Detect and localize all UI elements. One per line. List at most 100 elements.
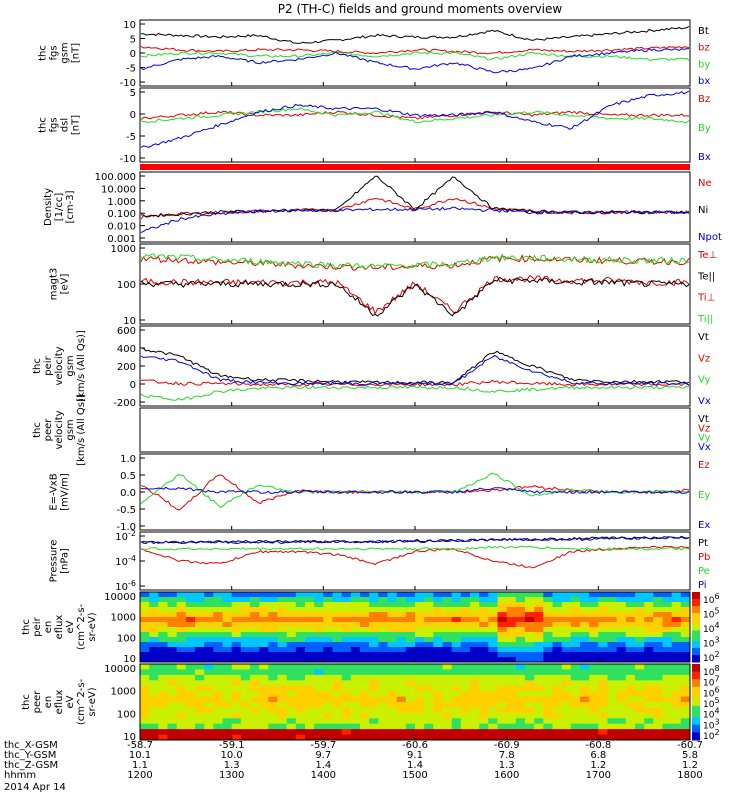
heatmap-cell	[543, 597, 553, 603]
heatmap-cell	[369, 674, 379, 681]
heatmap-cell	[506, 691, 517, 697]
heatmap-cell	[607, 723, 618, 730]
colorbar-cell	[692, 637, 700, 642]
heatmap-cell	[607, 702, 618, 708]
heatmap-cell	[653, 669, 663, 676]
heatmap-cell	[176, 680, 187, 687]
heatmap-cell	[341, 691, 352, 697]
heatmap-cell	[167, 612, 178, 618]
series-line-Ez	[140, 474, 690, 511]
heatmap-cell	[167, 707, 178, 714]
heatmap-cell	[350, 632, 361, 638]
heatmap-cell	[662, 707, 673, 714]
heatmap-cell	[405, 597, 416, 603]
heatmap-cell	[378, 664, 388, 670]
heatmap-cell	[360, 664, 370, 670]
heatmap-cell	[268, 734, 278, 741]
heatmap-cell	[543, 669, 553, 676]
heatmap-cell	[534, 691, 544, 697]
heatmap-cell	[167, 647, 178, 653]
heatmap-cell	[561, 617, 572, 623]
heatmap-cell	[525, 657, 535, 663]
heatmap-cell	[644, 696, 654, 703]
heatmap-cell	[295, 685, 306, 692]
heatmap-cell	[360, 642, 370, 648]
heatmap-cell	[607, 627, 618, 633]
heatmap-cell	[570, 685, 581, 692]
heatmap-cell	[598, 657, 608, 663]
heatmap-cell	[378, 637, 388, 643]
heatmap-cell	[488, 712, 498, 719]
heatmap-cell	[415, 707, 425, 714]
heatmap-cell	[442, 674, 453, 681]
heatmap-cell	[625, 712, 636, 719]
heatmap-cell	[525, 642, 535, 648]
heatmap-cell	[470, 734, 480, 741]
heatmap-cell	[589, 669, 599, 676]
colorbar-cell	[692, 655, 700, 659]
heatmap-cell	[149, 627, 159, 633]
heatmap-cell	[259, 627, 269, 633]
heatmap-cell	[259, 622, 269, 628]
heatmap-cell	[369, 707, 379, 714]
heatmap-cell	[644, 622, 654, 628]
heatmap-cell	[662, 612, 673, 618]
heatmap-cell	[497, 664, 508, 670]
heatmap-cell	[442, 612, 453, 618]
heatmap-cell	[662, 734, 673, 741]
heatmap-cell	[515, 622, 526, 628]
heatmap-cell	[268, 664, 278, 670]
heatmap-cell	[589, 642, 599, 648]
heatmap-cell	[460, 691, 471, 697]
heatmap-cell	[671, 674, 682, 681]
heatmap-cell	[644, 632, 654, 638]
y-axis-label: E=-VxB	[49, 473, 60, 510]
heatmap-cell	[589, 674, 599, 681]
heatmap-cell	[525, 652, 535, 658]
heatmap-cell	[625, 669, 636, 676]
heatmap-cell	[635, 617, 645, 623]
heatmap-cell	[680, 734, 691, 741]
heatmap-cell	[378, 734, 388, 741]
heatmap-cell	[204, 612, 214, 618]
heatmap-cell	[149, 652, 159, 658]
heatmap-cell	[213, 637, 223, 643]
heatmap-cell	[644, 597, 654, 603]
heatmap-cell	[543, 707, 553, 714]
heatmap-cell	[525, 592, 535, 598]
heatmap-cell	[515, 664, 526, 670]
heatmap-cell	[323, 702, 333, 708]
heatmap-cell	[167, 642, 178, 648]
footer-value: -59.7	[310, 740, 336, 751]
heatmap-cell	[488, 702, 498, 708]
heatmap-cell	[140, 707, 150, 714]
heatmap-cell	[204, 602, 214, 608]
heatmap-cell	[451, 696, 462, 703]
heatmap-cell	[671, 607, 682, 613]
legend-entry: Npot	[698, 232, 722, 243]
heatmap-cell	[250, 597, 260, 603]
heatmap-cell	[479, 602, 489, 608]
colorbar-cell	[692, 609, 700, 614]
heatmap-cell	[204, 734, 214, 741]
heatmap-cell	[635, 685, 645, 692]
heatmap-cell	[515, 702, 526, 708]
heatmap-cell	[598, 617, 608, 623]
heatmap-cell	[442, 669, 453, 676]
heatmap-cell	[662, 622, 673, 628]
heatmap-cell	[561, 632, 572, 638]
heatmap-cell	[570, 702, 581, 708]
heatmap-cell	[497, 642, 508, 648]
heatmap-cell	[543, 617, 553, 623]
heatmap-cell	[195, 669, 205, 676]
legend-entry: by	[698, 59, 710, 70]
heatmap-cell	[332, 617, 343, 623]
y-tick-label: 0	[130, 380, 136, 391]
heatmap-cell	[488, 718, 498, 725]
heatmap-cell	[598, 592, 608, 598]
heatmap-cell	[460, 632, 471, 638]
heatmap-cell	[552, 707, 563, 714]
heatmap-cell	[158, 602, 168, 608]
heatmap-cell	[470, 680, 480, 687]
heatmap-cell	[314, 602, 324, 608]
